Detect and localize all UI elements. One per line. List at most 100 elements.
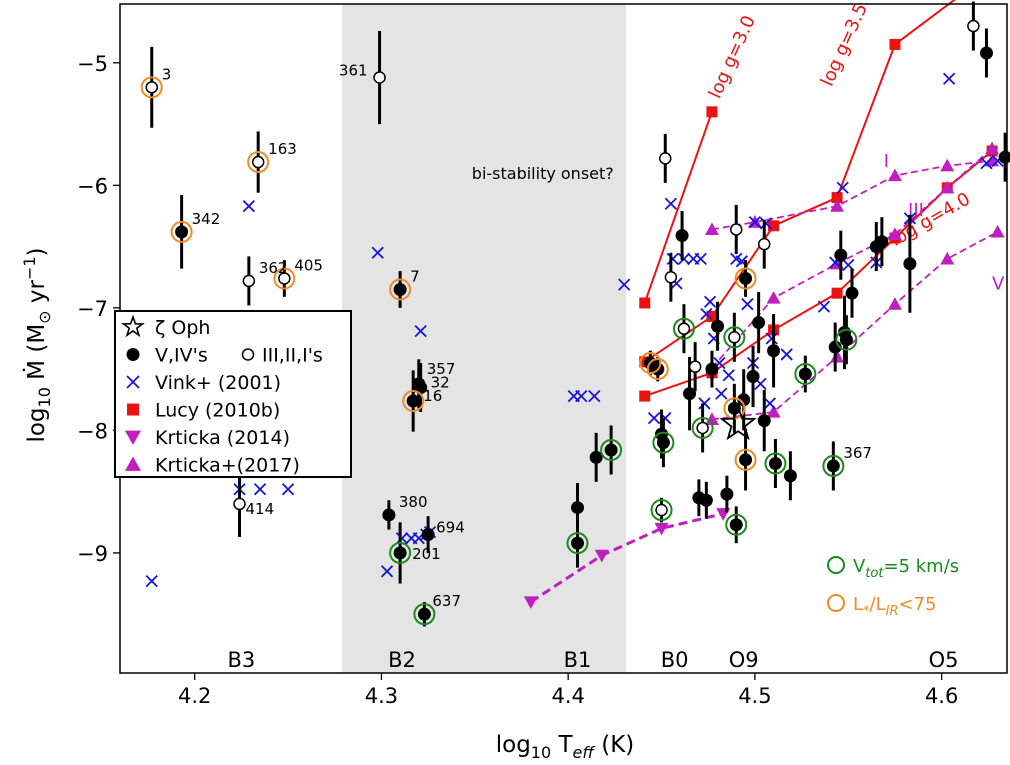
lucy-curve-label: log g=3.5 <box>817 0 872 89</box>
filled-star-marker <box>589 450 603 464</box>
vink-marker <box>765 332 778 345</box>
open-star-marker <box>728 331 741 344</box>
filled-star-marker <box>705 362 719 376</box>
open-star-marker <box>677 322 691 335</box>
filled-star-marker <box>604 443 618 457</box>
krticka2017-marker <box>940 180 955 194</box>
filled-star-marker <box>798 367 812 381</box>
x-tick-label: 4.4 <box>551 684 584 708</box>
vink-marker <box>694 252 707 265</box>
spectral-type-label: B3 <box>227 648 255 672</box>
legend-x-marker <box>126 375 140 389</box>
vink-marker <box>842 258 855 272</box>
krticka2017-marker <box>830 349 845 363</box>
filled-star-marker <box>845 286 859 300</box>
vink-marker <box>980 157 993 170</box>
open-star-marker <box>696 421 709 435</box>
point-label: 342 <box>192 210 221 228</box>
point-label: 405 <box>294 256 323 274</box>
orange-ring <box>247 151 270 174</box>
y-tick-label: −8 <box>77 419 108 443</box>
vink-marker <box>700 307 713 321</box>
zeta-oph-star <box>719 404 757 441</box>
legend-label: ζ Oph <box>155 317 210 339</box>
ring-legend: Vtot=5 km/s L*/LIR<75 <box>827 556 959 619</box>
filled-star-marker <box>675 229 689 243</box>
orange-ring <box>639 352 662 375</box>
y-tick-label: −6 <box>77 174 108 198</box>
vink-marker <box>242 200 255 213</box>
orange-ring <box>402 389 425 412</box>
vink-marker <box>817 300 831 313</box>
filled-star-marker <box>699 493 713 507</box>
vink-marker <box>253 483 267 496</box>
green-ring <box>389 541 412 564</box>
open-star-marker <box>373 71 386 84</box>
krticka2014-line <box>529 512 724 604</box>
krticka2014-marker <box>523 596 538 609</box>
legend-square-marker <box>127 403 139 416</box>
filled-star-marker <box>839 333 853 347</box>
filled-star-marker <box>683 387 697 401</box>
spectral-type-label: O9 <box>729 648 759 672</box>
filled-star-marker <box>571 536 585 550</box>
highlight-rings <box>140 76 858 626</box>
krticka2017-marker <box>766 291 781 304</box>
legend-label: V,IV's <box>155 345 208 367</box>
filled-star-marker <box>768 456 782 470</box>
filled-star-marker <box>729 518 743 532</box>
open-star-marker <box>145 81 158 94</box>
filled-star-marker <box>739 271 753 285</box>
orange-ring-marker <box>827 594 845 612</box>
filled-star-marker <box>979 46 993 60</box>
point-label: 3 <box>162 65 172 83</box>
filled-star-marker <box>752 316 766 330</box>
krticka2017-marker <box>940 251 955 265</box>
vink-marker <box>703 295 717 308</box>
point-label: 357 <box>427 360 456 378</box>
vink-marker <box>698 397 711 410</box>
krticka2017-marker <box>887 297 902 310</box>
legend-star-marker <box>121 314 145 338</box>
krticka2017-line <box>711 159 993 231</box>
filled-star-marker <box>767 344 781 358</box>
y-tick-label: −5 <box>77 52 108 76</box>
green-ring-marker <box>827 556 845 574</box>
krticka2017-marker <box>704 222 719 236</box>
point-label: 16 <box>423 387 442 405</box>
open-star-marker <box>655 503 668 517</box>
open-star-marker <box>729 223 743 236</box>
green-ring <box>725 513 748 536</box>
x-axis-label: log10 Teff (K) <box>496 732 635 762</box>
x-tick-label: 4.2 <box>178 684 211 708</box>
open-star-marker <box>242 274 256 288</box>
filled-star-marker <box>737 393 751 407</box>
krticka2017-marker <box>940 158 955 172</box>
lucy-curve-label: log g=3.0 <box>705 12 760 101</box>
filled-star-marker <box>903 257 917 271</box>
lucy-marker <box>639 390 651 402</box>
vink-marker <box>836 181 849 194</box>
green-ring <box>566 532 589 555</box>
orange-ring <box>273 267 296 290</box>
green-ring-label: Vtot=5 km/s <box>853 556 959 581</box>
lucy-curve-label: log g=4.0 <box>887 189 974 251</box>
legend-filled-marker <box>126 348 140 361</box>
open-star-marker <box>664 270 678 284</box>
spectral-type-label: B1 <box>564 648 592 672</box>
vink-marker <box>780 348 793 361</box>
vink-marker <box>722 369 735 382</box>
point-label: 637 <box>432 592 461 610</box>
lucy-series: log g=3.0 log g=3.5 log g=4.0 <box>639 0 998 402</box>
green-ring <box>794 363 817 386</box>
vink-marker <box>942 72 956 85</box>
vink-marker <box>588 389 601 403</box>
krticka2017-curve-label: V <box>992 273 1005 294</box>
filled-star-marker <box>757 414 771 428</box>
green-ring <box>691 416 714 439</box>
filled-star-marker <box>414 381 428 395</box>
vink-points <box>145 72 1004 588</box>
filled-star-marker <box>720 487 734 501</box>
green-ring <box>822 454 845 477</box>
